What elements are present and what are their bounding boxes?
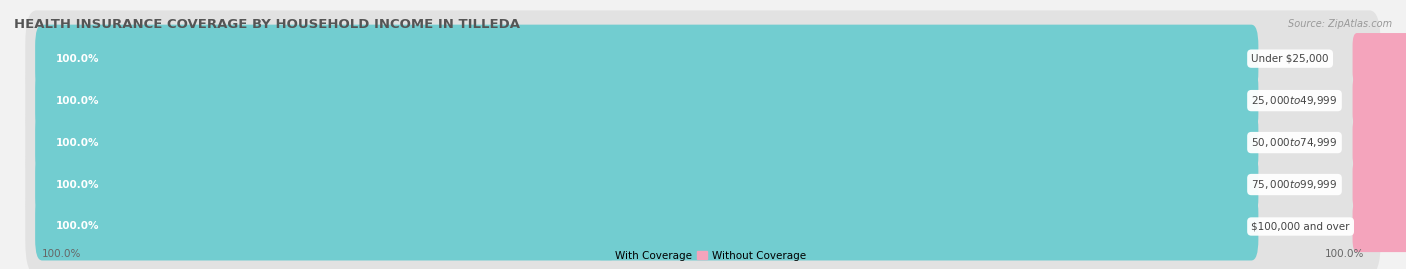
Text: 100.0%: 100.0%	[1324, 249, 1364, 259]
Text: 100.0%: 100.0%	[56, 137, 100, 148]
FancyBboxPatch shape	[25, 10, 1381, 107]
FancyBboxPatch shape	[1353, 159, 1406, 210]
FancyBboxPatch shape	[25, 52, 1381, 149]
FancyBboxPatch shape	[1353, 117, 1406, 168]
Text: 100.0%: 100.0%	[56, 54, 100, 64]
Text: 100.0%: 100.0%	[56, 179, 100, 190]
Text: 100.0%: 100.0%	[56, 95, 100, 106]
FancyBboxPatch shape	[25, 136, 1381, 233]
Text: HEALTH INSURANCE COVERAGE BY HOUSEHOLD INCOME IN TILLEDA: HEALTH INSURANCE COVERAGE BY HOUSEHOLD I…	[14, 18, 520, 31]
FancyBboxPatch shape	[1353, 75, 1406, 126]
Text: $100,000 and over: $100,000 and over	[1251, 221, 1350, 232]
FancyBboxPatch shape	[25, 94, 1381, 191]
Text: Source: ZipAtlas.com: Source: ZipAtlas.com	[1288, 19, 1392, 30]
FancyBboxPatch shape	[35, 109, 1258, 176]
Text: Under $25,000: Under $25,000	[1251, 54, 1329, 64]
FancyBboxPatch shape	[1353, 33, 1406, 84]
Text: $25,000 to $49,999: $25,000 to $49,999	[1251, 94, 1337, 107]
FancyBboxPatch shape	[35, 67, 1258, 134]
Text: 100.0%: 100.0%	[56, 221, 100, 232]
FancyBboxPatch shape	[35, 193, 1258, 260]
Text: 100.0%: 100.0%	[42, 249, 82, 259]
FancyBboxPatch shape	[1353, 201, 1406, 252]
FancyBboxPatch shape	[25, 178, 1381, 269]
FancyBboxPatch shape	[35, 151, 1258, 218]
Text: $50,000 to $74,999: $50,000 to $74,999	[1251, 136, 1337, 149]
FancyBboxPatch shape	[35, 25, 1258, 93]
Text: $75,000 to $99,999: $75,000 to $99,999	[1251, 178, 1337, 191]
Legend: With Coverage, Without Coverage: With Coverage, Without Coverage	[596, 246, 810, 265]
